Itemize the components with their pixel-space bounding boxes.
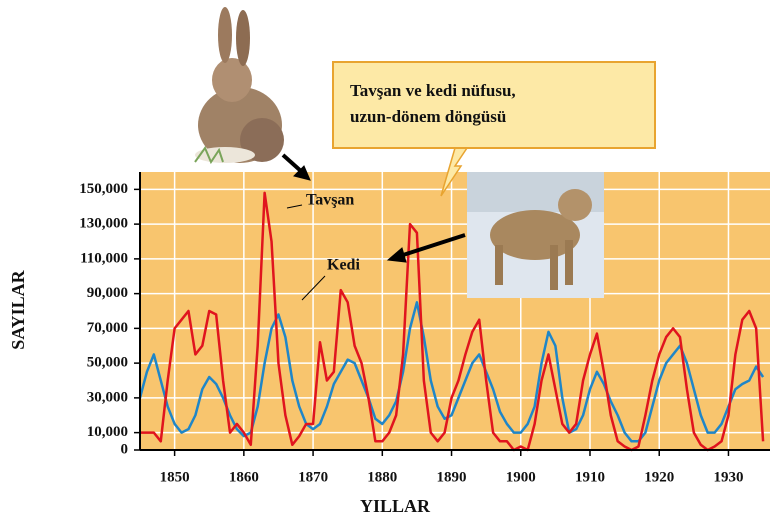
- y-tick-label: 10,000: [87, 424, 128, 440]
- hare-illustration: [195, 7, 284, 163]
- x-tick-label: 1930: [713, 469, 743, 485]
- y-tick-label: 130,000: [79, 216, 128, 232]
- x-tick-label: 1890: [437, 469, 467, 485]
- callout-line: Tavşan ve kedi nüfusu,: [350, 81, 516, 100]
- lynx-photo: [467, 172, 604, 298]
- y-tick-label: 30,000: [87, 389, 128, 405]
- y-tick-label: 110,000: [80, 250, 128, 266]
- y-tick-label: 150,000: [79, 181, 128, 197]
- x-axis-label: YILLAR: [360, 496, 431, 516]
- y-tick-label: 50,000: [87, 355, 128, 371]
- x-tick-label: 1920: [644, 469, 674, 485]
- x-tick-label: 1910: [575, 469, 605, 485]
- chart: Tavşan ve kedi nüfusu, uzun-dönem döngüs…: [0, 0, 770, 519]
- x-tick-label: 1880: [367, 469, 397, 485]
- x-tick-label: 1900: [506, 469, 536, 485]
- series-annotation: Kedi: [327, 257, 360, 274]
- series-annotation: Tavşan: [306, 192, 354, 209]
- x-tick-label: 1850: [160, 469, 190, 485]
- callout-line: uzun-dönem döngüsü: [350, 107, 506, 126]
- x-tick-label: 1860: [229, 469, 259, 485]
- y-tick-label: 70,000: [87, 320, 128, 336]
- x-tick-label: 1870: [298, 469, 328, 485]
- y-tick-label: 90,000: [87, 285, 128, 301]
- y-axis-label: SAYILAR: [8, 269, 28, 349]
- y-tick-label: 0: [121, 441, 129, 457]
